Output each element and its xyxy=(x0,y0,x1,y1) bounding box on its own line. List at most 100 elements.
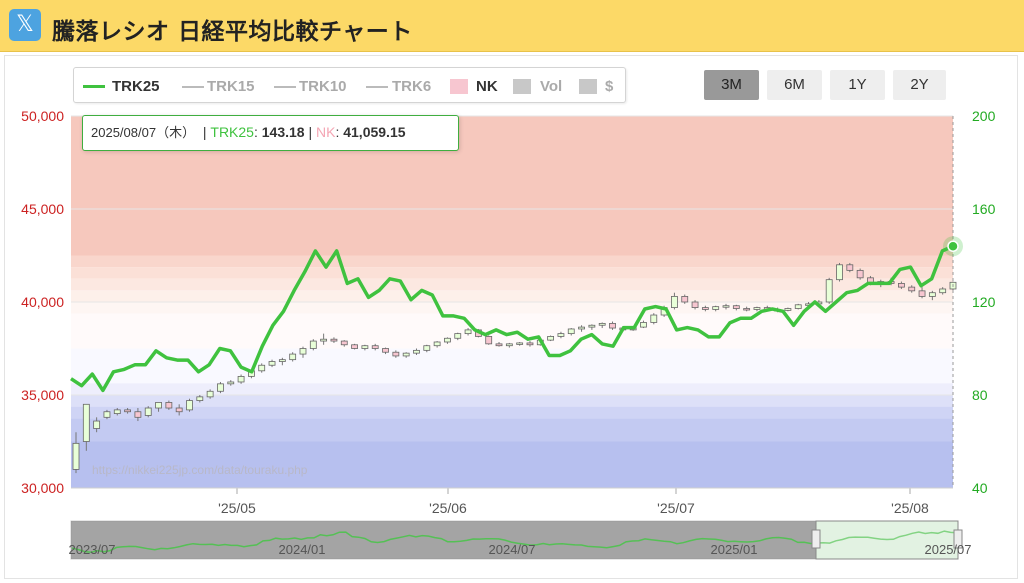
nk-candle xyxy=(836,264,843,281)
legend-trk10-swatch xyxy=(274,86,296,88)
page-title: 騰落レシオ 日経平均比較チャート xyxy=(52,19,413,45)
nk-candle xyxy=(650,314,658,323)
nk-candle xyxy=(485,336,493,345)
watermark: https://nikkei225jp.com/data/touraku.php xyxy=(92,463,308,477)
navigator-handle-right[interactable] xyxy=(953,529,963,549)
navigator-handle-left[interactable] xyxy=(811,529,821,549)
nk-candle xyxy=(340,340,348,346)
range-1y-button[interactable]: 1Y xyxy=(830,70,885,100)
nk-candle xyxy=(186,400,193,411)
tooltip: 2025/08/07（木） | TRK25: 143.18 | NK: 41,0… xyxy=(82,115,459,151)
nk-candle xyxy=(134,411,142,418)
legend-trk25[interactable]: TRK25 xyxy=(112,78,160,95)
nk-candle xyxy=(371,345,379,349)
range-2y-button[interactable]: 2Y xyxy=(893,70,946,100)
x-tick-label: '25/06 xyxy=(429,500,467,516)
nk-candle xyxy=(217,383,224,392)
nk-candle xyxy=(175,407,183,413)
nk-candle xyxy=(299,348,307,355)
nk-candle xyxy=(939,288,947,294)
left-tick-label: 40,000 xyxy=(21,294,64,310)
left-axis: 50,000 45,000 40,000 35,000 30,000 xyxy=(21,108,64,496)
nk-candle xyxy=(351,344,358,349)
left-tick-label: 30,000 xyxy=(21,480,64,496)
range-6m-button[interactable]: 6M xyxy=(767,70,822,100)
legend-dollar[interactable]: $ xyxy=(605,78,614,95)
right-tick-label: 40 xyxy=(972,480,988,496)
nk-candle xyxy=(588,324,596,328)
x-axis: '25/05 '25/06 '25/07 '25/08 xyxy=(71,487,953,516)
legend-trk10[interactable]: TRK10 xyxy=(299,78,347,95)
navigator-selection[interactable] xyxy=(815,520,959,560)
nk-candle xyxy=(454,333,462,339)
navigator-label: 2024/07 xyxy=(489,542,536,557)
nk-candle xyxy=(640,322,647,328)
nk-candle xyxy=(237,375,245,383)
legend-nk[interactable]: NK xyxy=(476,78,498,95)
legend-trk15[interactable]: TRK15 xyxy=(207,78,255,95)
tooltip-separator-2: | xyxy=(308,124,313,140)
nk-candle xyxy=(722,305,730,308)
background-band xyxy=(71,383,953,395)
nk-candle xyxy=(557,333,565,337)
nk-candle xyxy=(784,308,792,311)
background-band xyxy=(71,290,953,302)
nk-candle xyxy=(124,409,131,413)
nk-candle xyxy=(196,396,204,401)
background-band xyxy=(71,395,953,407)
nk-candle xyxy=(402,352,410,357)
nk-candle xyxy=(732,305,740,309)
background-band xyxy=(71,406,953,419)
x-logo-icon[interactable]: 𝕏 xyxy=(9,9,41,41)
nk-candle xyxy=(743,308,751,311)
x-tick-label: '25/07 xyxy=(657,500,695,516)
nk-candle xyxy=(671,296,678,308)
nk-candle xyxy=(578,326,585,330)
navigator-labels: 2023/07 2024/01 2024/07 2025/01 2025/07 xyxy=(69,542,972,557)
x-tick-label: '25/08 xyxy=(891,500,929,516)
nk-candle xyxy=(227,381,235,385)
x-tick-label: '25/05 xyxy=(218,500,256,516)
range-3m-button[interactable]: 3M xyxy=(704,70,759,100)
legend-nk-swatch xyxy=(450,79,468,94)
navigator-line xyxy=(71,530,958,553)
nk-candle xyxy=(392,351,400,357)
background-band xyxy=(71,441,953,488)
navigator-label: 2025/01 xyxy=(711,542,758,557)
background-band xyxy=(71,313,953,349)
nk-candle xyxy=(526,342,534,346)
trk25-line xyxy=(70,244,954,393)
nk-candle xyxy=(278,359,286,362)
right-tick-label: 200 xyxy=(972,108,996,124)
nk-candle xyxy=(516,342,524,345)
nk-candle xyxy=(598,322,606,326)
left-tick-label: 35,000 xyxy=(21,387,64,403)
right-tick-label: 160 xyxy=(972,201,996,217)
legend-vol-swatch xyxy=(513,79,531,94)
legend-vol[interactable]: Vol xyxy=(540,78,563,95)
nk-candle xyxy=(928,292,936,297)
legend-trk6[interactable]: TRK6 xyxy=(392,78,432,95)
nk-candle xyxy=(155,402,162,409)
nk-candle xyxy=(701,307,709,310)
nk-candle xyxy=(609,322,616,329)
left-tick-label: 50,000 xyxy=(21,108,64,124)
nk-candle xyxy=(444,337,451,343)
legend-trk15-swatch xyxy=(182,86,204,88)
nk-candle xyxy=(206,390,214,398)
nk-candle xyxy=(712,306,720,310)
nk-candle xyxy=(918,290,926,297)
nk-candle xyxy=(825,279,833,303)
nk-candle xyxy=(289,353,297,361)
nk-candle xyxy=(82,403,90,442)
nk-candle xyxy=(753,307,761,310)
nk-candle xyxy=(547,336,555,341)
nk-candle xyxy=(691,301,699,308)
nk-candle xyxy=(93,420,101,429)
nk-candle xyxy=(794,304,802,309)
nk-candle xyxy=(165,402,173,409)
nk-candle xyxy=(382,348,389,353)
chart-frame xyxy=(4,55,1018,579)
right-tick-label: 80 xyxy=(972,387,988,403)
background-band xyxy=(71,302,953,314)
